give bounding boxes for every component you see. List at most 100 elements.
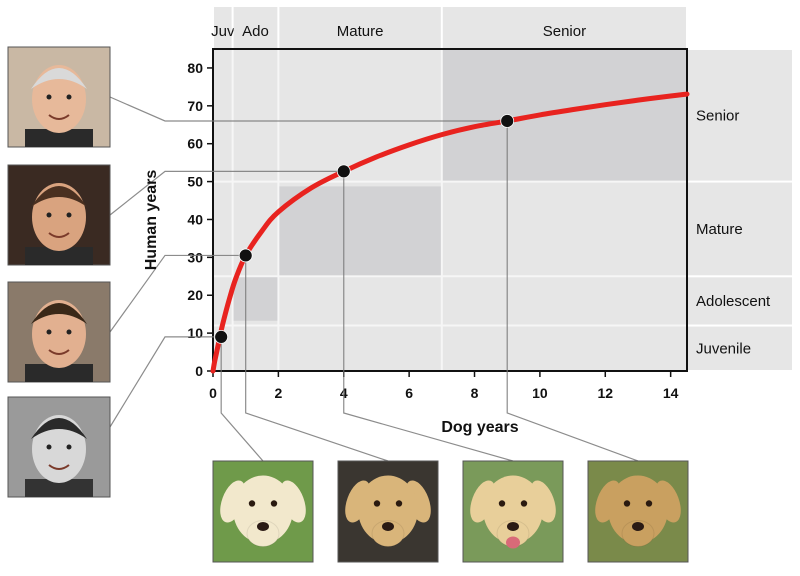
dog-stage-band	[233, 7, 278, 49]
mouth-shape	[48, 349, 70, 355]
nose-shape	[382, 521, 394, 531]
head-shape	[358, 475, 418, 544]
face-shape	[32, 183, 86, 251]
dog-connector	[506, 120, 639, 462]
young-dog-photo	[337, 460, 439, 563]
x-tick-label: 8	[471, 385, 479, 401]
puppy-photo	[212, 460, 314, 563]
eye-shape	[623, 500, 631, 507]
human-stage-band	[688, 182, 792, 276]
hair-shape	[31, 68, 87, 89]
dog-stage-label: Juv	[211, 23, 235, 40]
muzzle-shape	[371, 519, 405, 547]
y-tick-label: 60	[187, 136, 203, 152]
human-connector	[109, 96, 508, 122]
eye-shape	[498, 500, 506, 507]
dog-connector	[245, 255, 389, 462]
human-connector	[109, 336, 222, 428]
shaded-regions	[233, 50, 686, 321]
adult-man-photo	[7, 164, 111, 266]
human-stage-label: Senior	[696, 107, 739, 124]
young-man-photo	[7, 281, 111, 383]
human-stage-label: Mature	[696, 221, 743, 238]
hair-shape	[31, 186, 87, 207]
shaded-region	[279, 186, 441, 276]
eye-shape	[270, 500, 278, 507]
head-shape	[608, 475, 668, 544]
eye-shape	[46, 329, 52, 335]
eye-shape	[46, 444, 52, 450]
y-tick-label: 40	[187, 211, 203, 227]
curve-markers	[214, 114, 515, 344]
x-tick-label: 10	[532, 385, 548, 401]
photo-connectors	[109, 96, 639, 462]
dog-stage-band	[279, 7, 441, 49]
face-shape	[32, 65, 86, 133]
nose-shape	[632, 521, 644, 531]
dog-stage-label: Ado	[242, 23, 269, 40]
hair-shape	[31, 418, 87, 439]
eye-shape	[248, 500, 256, 507]
nose-shape	[257, 521, 269, 531]
y-tick-label: 30	[187, 249, 203, 265]
mouth-shape	[48, 232, 70, 238]
eye-shape	[645, 500, 653, 507]
human-stage-band	[688, 277, 792, 325]
y-tick-label: 20	[187, 287, 203, 303]
head-shape	[233, 475, 293, 544]
eye-shape	[66, 94, 72, 100]
eye-shape	[66, 212, 72, 218]
head-shape	[483, 475, 543, 544]
adult-dog-photo	[462, 460, 564, 563]
human-stage-band	[688, 326, 792, 370]
x-tick-label: 12	[597, 385, 613, 401]
shaded-region	[233, 277, 278, 321]
eye-shape	[66, 444, 72, 450]
eye-shape	[520, 500, 528, 507]
human-connector	[109, 254, 246, 333]
eye-shape	[66, 329, 72, 335]
human-stage-label: Juvenile	[696, 340, 751, 357]
dog-connector	[343, 171, 514, 462]
eye-shape	[46, 94, 52, 100]
y-tick-label: 50	[187, 174, 203, 190]
older-man-photo	[7, 46, 111, 148]
nose-shape	[507, 521, 519, 531]
x-tick-label: 14	[663, 385, 679, 401]
x-tick-label: 2	[274, 385, 282, 401]
y-tick-label: 80	[187, 60, 203, 76]
x-axis-title: Dog years	[441, 419, 518, 436]
eye-shape	[373, 500, 381, 507]
human-connector	[109, 170, 344, 216]
boy-photo	[7, 396, 111, 498]
photos	[7, 46, 689, 563]
eye-shape	[395, 500, 403, 507]
shaded-region	[442, 50, 686, 181]
y-tick-label: 10	[187, 325, 203, 341]
curve-marker	[214, 330, 229, 344]
dog-stage-label: Senior	[543, 23, 586, 40]
curve-marker	[336, 164, 351, 179]
plot-frame	[212, 48, 688, 372]
human-stage-label: Adolescent	[696, 293, 771, 310]
senior-dog-photo	[587, 460, 689, 563]
muzzle-shape	[246, 519, 280, 547]
x-tick-label: 0	[209, 385, 217, 401]
human-stage-band	[688, 50, 792, 181]
muzzle-shape	[621, 519, 655, 547]
face-shape	[32, 300, 86, 368]
y-axis-title: Human years	[143, 170, 160, 271]
x-tick-label: 6	[405, 385, 413, 401]
mouth-shape	[48, 464, 70, 470]
dog-connector	[220, 336, 264, 462]
curve-marker	[238, 248, 253, 263]
curve-marker	[500, 114, 515, 128]
shoulders-shape	[25, 479, 93, 497]
shoulders-shape	[25, 247, 93, 265]
y-tick-label: 0	[195, 363, 203, 379]
face-shape	[32, 415, 86, 483]
dog-stage-band	[214, 7, 232, 49]
y-tick-label: 70	[187, 98, 203, 114]
